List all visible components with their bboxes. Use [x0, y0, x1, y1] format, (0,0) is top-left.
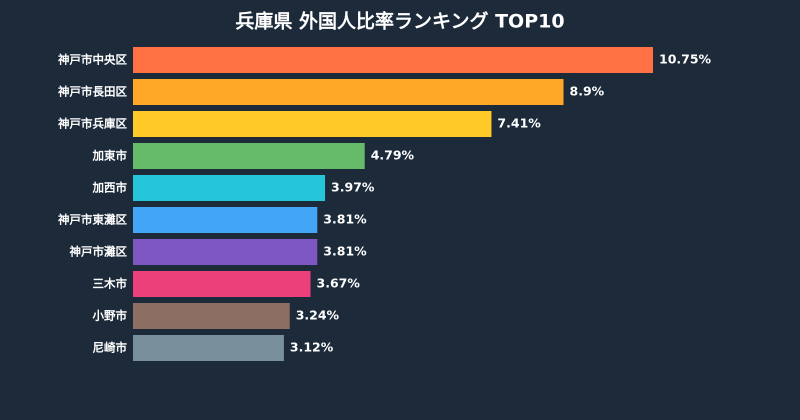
- value-label: 3.81%: [323, 244, 367, 259]
- value-label: 3.81%: [323, 212, 367, 227]
- value-label: 3.67%: [317, 276, 361, 291]
- bar: [133, 207, 318, 233]
- category-label: 神戸市東灘区: [58, 213, 127, 227]
- category-label: 神戸市兵庫区: [58, 117, 127, 131]
- category-label: 神戸市中央区: [58, 53, 127, 67]
- bar: [133, 303, 290, 329]
- category-label: 加西市: [92, 181, 128, 195]
- bar: [133, 143, 365, 169]
- category-label: 小野市: [92, 309, 128, 323]
- category-label: 尼崎市: [93, 341, 128, 355]
- category-label: 神戸市灘区: [70, 245, 128, 259]
- value-label: 8.9%: [570, 84, 605, 99]
- bar: [133, 239, 318, 265]
- value-label: 4.79%: [371, 148, 415, 163]
- category-label: 神戸市長田区: [58, 85, 127, 99]
- bar: [133, 335, 284, 361]
- bar: [133, 175, 326, 201]
- bar: [133, 271, 311, 297]
- chart-title: 兵庫県 外国人比率ランキング TOP10: [235, 10, 564, 33]
- value-label: 3.97%: [331, 180, 375, 195]
- bar: [133, 47, 653, 73]
- value-label: 10.75%: [659, 52, 712, 67]
- value-label: 7.41%: [497, 116, 541, 131]
- value-label: 3.24%: [296, 308, 340, 323]
- bar: [133, 111, 492, 137]
- category-label: 三木市: [93, 277, 128, 291]
- bar: [133, 79, 564, 105]
- value-label: 3.12%: [290, 340, 334, 355]
- category-label: 加東市: [92, 149, 128, 163]
